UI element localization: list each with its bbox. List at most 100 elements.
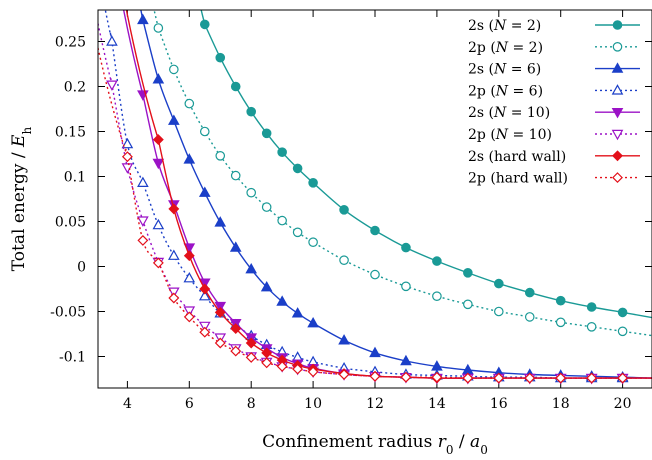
data-point	[168, 114, 180, 125]
data-point	[432, 291, 442, 301]
data-point	[183, 250, 195, 262]
data-point	[246, 187, 257, 198]
legend-entry: 2s (N = 2)	[468, 18, 640, 34]
x-tick-label: 18	[552, 396, 570, 412]
data-point	[137, 176, 149, 187]
y-tick-label: -0.05	[50, 305, 86, 321]
series-line	[98, 47, 652, 379]
data-point	[586, 372, 598, 384]
data-point	[277, 215, 287, 226]
data-point	[339, 255, 349, 265]
y-tick-label: 0.25	[55, 35, 86, 51]
y-tick-label: 0.05	[55, 215, 86, 231]
series-line	[104, 10, 652, 379]
data-point	[198, 321, 211, 333]
data-point	[617, 372, 629, 384]
series-group	[199, 10, 652, 319]
data-point	[245, 337, 257, 349]
data-point	[292, 363, 304, 375]
data-point	[168, 292, 180, 304]
data-point	[199, 283, 211, 295]
data-point	[292, 227, 303, 238]
data-point	[152, 257, 164, 269]
data-point	[431, 371, 443, 383]
data-point	[152, 134, 164, 146]
data-point	[493, 306, 504, 317]
series-line	[125, 10, 652, 379]
data-point	[432, 256, 442, 266]
y-tick-label: 0.1	[64, 170, 86, 186]
legend-label: 2p (hard wall)	[468, 171, 568, 187]
data-point	[555, 295, 566, 306]
y-tick-label: -0.1	[59, 350, 86, 366]
data-point	[400, 354, 412, 366]
data-point	[230, 170, 241, 181]
x-axis-title: Confinement radius r0 / a0	[262, 432, 488, 457]
series-line	[122, 10, 652, 379]
data-point	[121, 163, 134, 174]
legend-label: 2s (hard wall)	[468, 149, 566, 165]
data-point	[338, 334, 350, 345]
data-point	[276, 295, 288, 306]
data-point	[307, 366, 319, 378]
data-point	[617, 307, 628, 318]
data-point	[245, 262, 258, 274]
series-group	[137, 10, 652, 382]
x-tick-label: 6	[185, 396, 194, 412]
data-point	[463, 267, 473, 278]
data-point	[229, 241, 242, 252]
data-point	[183, 153, 196, 164]
data-point	[401, 281, 411, 292]
series-line	[200, 10, 652, 319]
data-point	[137, 216, 149, 227]
series-group	[104, 10, 652, 383]
data-point	[215, 52, 226, 63]
data-point	[183, 311, 195, 323]
legend-swatch-marker	[611, 84, 624, 95]
data-point	[214, 306, 226, 318]
data-point	[198, 289, 211, 301]
data-point	[230, 345, 242, 357]
data-point	[261, 357, 273, 369]
data-point	[184, 98, 195, 109]
series-line	[140, 10, 652, 379]
data-point	[245, 351, 257, 363]
legend-label: 2p (N = 6)	[468, 83, 543, 99]
data-point	[230, 81, 241, 92]
data-point	[199, 126, 210, 137]
data-point	[261, 202, 272, 212]
data-point	[137, 234, 149, 246]
data-point	[261, 128, 272, 139]
x-tick-label: 14	[428, 396, 446, 412]
data-point	[524, 312, 535, 322]
data-point	[152, 73, 165, 84]
data-point	[524, 287, 535, 298]
data-point	[230, 323, 242, 335]
legend-entry: 2s (N = 6)	[468, 62, 640, 78]
data-point	[260, 280, 273, 292]
legend-swatch-marker	[612, 150, 623, 162]
legend-swatch-marker	[611, 129, 624, 141]
data-point	[106, 80, 118, 91]
legend-entry: 2s (N = 10)	[468, 105, 640, 121]
data-point	[152, 218, 165, 230]
data-point	[524, 372, 536, 384]
data-point	[370, 269, 380, 280]
data-point	[246, 106, 257, 117]
data-point	[308, 237, 318, 247]
data-point	[168, 249, 180, 260]
legend-label: 2p (N = 10)	[468, 127, 552, 143]
plot-frame	[97, 9, 652, 389]
data-point	[121, 137, 134, 149]
tick-labels: 4 6 8 10 12 14 16 18 20 -0.1 -0.05 0 0.05 0.1 0.15 0.2 0…	[50, 35, 631, 413]
data-point	[168, 203, 180, 215]
data-point	[276, 360, 288, 372]
axis-ticks	[98, 10, 652, 388]
y-tick-label: 0.15	[55, 125, 86, 141]
data-point	[121, 151, 133, 163]
data-point	[183, 306, 196, 317]
legend-entry: 2p (N = 10)	[468, 127, 640, 143]
legend-entry: 2p (hard wall)	[468, 171, 640, 187]
data-point	[307, 316, 319, 328]
data-point	[169, 64, 179, 75]
